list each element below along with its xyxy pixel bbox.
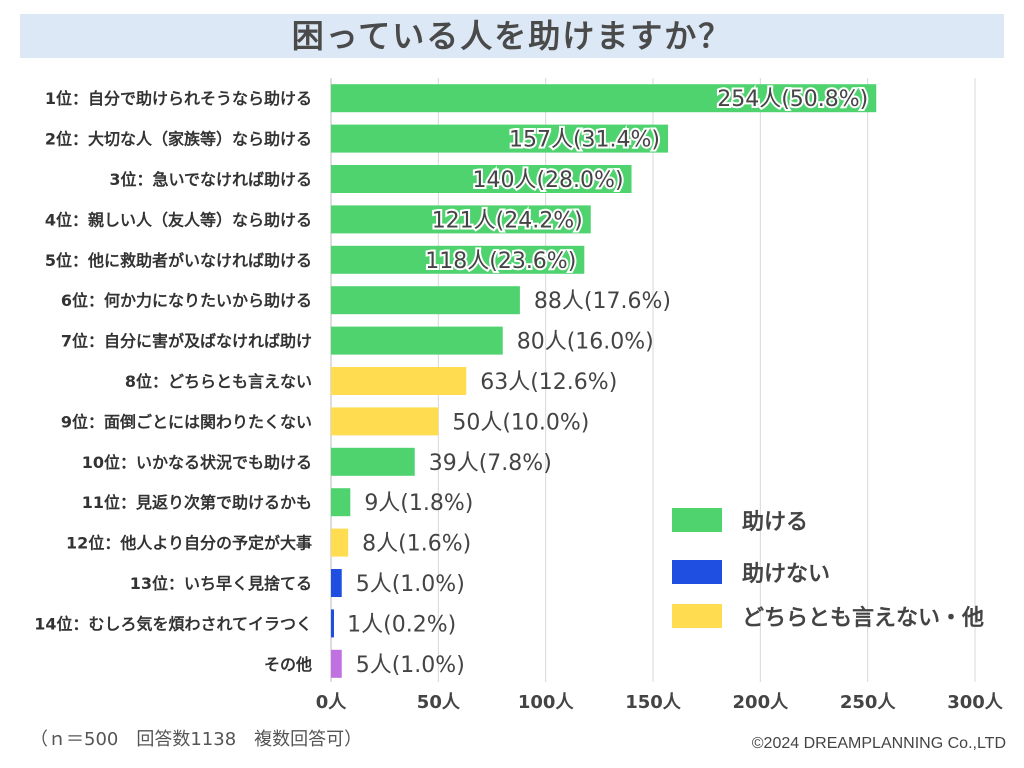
value-label: 1人(0.2%) [347,612,456,637]
bar [331,124,669,153]
legend-swatch-nohelp [672,560,722,584]
category-label: 9位：面倒ごとには関わりたくない [61,412,312,431]
value-label: 5人(1.0%) [356,572,465,597]
category-label: 11位：見返り次第で助けるかも [82,493,312,512]
title-bar: 困っている人を助けますか？ [20,14,1004,58]
bar [331,569,342,597]
bar [331,245,585,274]
value-label: 140人(28.0%) [472,168,623,193]
value-label: 50人(10.0%) [452,410,589,435]
bar [331,326,503,355]
category-label: 14位：むしろ気を煩わされてイラつく [34,614,312,633]
value-label: 254人(50.8%) [717,87,868,112]
value-label: 118人(23.6%) [425,249,576,274]
bar [331,447,415,476]
chart-title: 困っている人を助けますか？ [291,17,733,55]
category-label: 6位：何か力になりたいから助ける [61,291,312,310]
bar [331,84,877,113]
value-label: 80人(16.0%) [517,330,654,355]
value-label: 5人(1.0%) [356,653,465,678]
bar [331,649,342,678]
value-label: 63人(12.6%) [480,370,617,395]
x-tick-label: 0人 [316,692,348,713]
x-tick-label: 50人 [417,692,461,713]
value-label: 157人(31.4%) [509,128,660,153]
legend-label-neutral: どちらとも言えない・他 [742,606,985,631]
bar [331,609,334,638]
category-label: 7位：自分に害が及ばなければ助け [61,332,312,351]
x-tick-label: 300人 [947,692,1004,713]
bar [331,367,467,395]
category-label: 12位：他人より自分の予定が大事 [66,534,312,553]
legend-label-help: 助ける [742,510,809,535]
legend-swatch-help [672,508,722,532]
bar [331,286,520,315]
bar [331,407,439,436]
copyright: ©2024 DREAMPLANNING Co.,LTD [751,735,1006,752]
x-tick-label: 150人 [625,692,682,713]
bar [331,528,349,557]
bar [331,165,632,193]
x-tick-label: 100人 [518,692,575,713]
value-label: 121人(24.2%) [432,208,583,233]
category-label: 5位：他に救助者がいなければ助ける [45,251,312,270]
category-label: 13位：いち早く見捨てる [130,574,312,593]
value-label: 88人(17.6%) [534,289,671,314]
footnote: （ｎ＝500 回答数1138 複数回答可） [30,729,363,750]
legend-swatch-neutral [672,604,722,628]
value-label: 8人(1.6%) [362,532,471,557]
category-label: 1位：自分で助けられそうなら助ける [45,89,312,108]
category-label: 3位：急いでなければ助ける [109,170,312,189]
category-label: その他 [264,655,312,674]
bar [331,205,591,234]
value-label: 39人(7.8%) [429,451,552,476]
value-label: 9人(1.8%) [364,491,473,516]
category-label: 2位：大切な人（家族等）なら助ける [45,130,312,149]
category-label: 10位：いかなる状況でも助ける [82,453,312,472]
category-label: 4位：親しい人（友人等）なら助ける [45,210,312,229]
category-label: 8位：どちらとも言えない [125,372,312,391]
x-tick-label: 250人 [840,692,897,713]
bar [331,488,351,517]
legend-label-nohelp: 助けない [742,562,831,587]
x-tick-label: 200人 [733,692,790,713]
